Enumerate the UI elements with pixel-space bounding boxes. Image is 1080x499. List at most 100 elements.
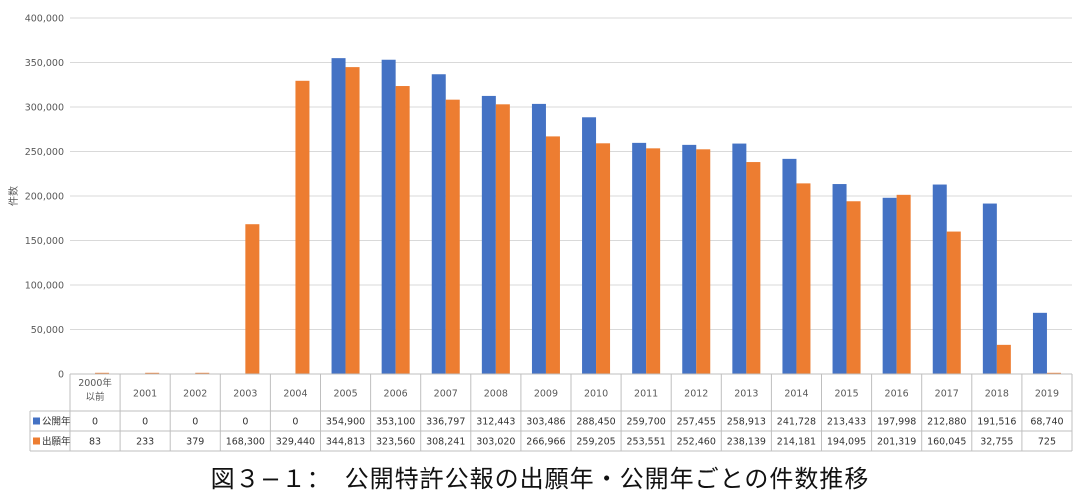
data-table-value: 725 (1038, 437, 1056, 448)
bar-filing (746, 162, 761, 374)
data-table-value: 160,045 (927, 437, 966, 448)
data-table-value: 252,460 (677, 437, 716, 448)
data-table-value: 266,966 (526, 437, 565, 448)
data-table-value: 253,551 (627, 437, 666, 448)
y-tick-label: 150,000 (25, 236, 64, 247)
bar-filing (295, 80, 310, 374)
data-table-value: 83 (89, 437, 101, 448)
bar-publication (882, 197, 897, 374)
x-tick-label: 2019 (1035, 389, 1059, 400)
figure-caption: 図３−１： 公開特許公報の出願年・公開年ごとの件数推移 (210, 465, 870, 493)
x-tick-label: 2018 (985, 389, 1009, 400)
bar-filing (495, 104, 510, 375)
data-table-value: 238,139 (727, 437, 766, 448)
y-tick-label: 250,000 (25, 147, 64, 158)
data-table-value: 191,516 (977, 417, 1016, 428)
y-tick-label: 50,000 (31, 325, 64, 336)
bar-publication (832, 184, 847, 374)
legend-swatch (33, 437, 40, 445)
y-tick-label: 350,000 (25, 58, 64, 69)
x-tick-label: 2008 (484, 389, 508, 400)
data-table-value: 258,913 (727, 417, 766, 428)
data-table-value: 68,740 (1030, 417, 1063, 428)
y-tick-label: 0 (58, 370, 64, 381)
data-table-value: 241,728 (777, 417, 816, 428)
y-tick-label: 400,000 (25, 14, 64, 25)
bar-filing (596, 143, 611, 374)
bar-filing (846, 201, 861, 374)
data-table-value: 168,300 (226, 437, 265, 448)
bar-filing (445, 99, 460, 374)
bar-chart: 0 50,000 100,000 150,000 200,000 250,000 300,0… (7, 14, 1073, 452)
legend-label: 公開年 (42, 416, 71, 428)
data-table-value: 201,319 (877, 437, 916, 448)
bar-filing (696, 149, 711, 374)
bar-filing (95, 372, 110, 374)
x-tick-label: 以前 (86, 391, 105, 403)
data-table-value: 233 (136, 437, 154, 448)
bar-filing (145, 372, 160, 374)
bar-publication (582, 117, 597, 374)
x-tick-label: 2003 (233, 389, 257, 400)
data-table-value: 32,755 (980, 437, 1013, 448)
data-table-value: 0 (92, 417, 98, 428)
bar-publication (481, 95, 496, 375)
data-table-value: 0 (142, 417, 148, 428)
bar-filing (545, 136, 560, 374)
data-table-value: 259,700 (627, 417, 666, 428)
data-table-value: 353,100 (376, 417, 415, 428)
data-table-value: 303,020 (476, 437, 515, 448)
bar-filing (946, 231, 961, 374)
data-table-value: 212,880 (927, 417, 966, 428)
x-tick-label: 2013 (734, 389, 758, 400)
data-table-value: 0 (192, 417, 198, 428)
bar-publication (782, 158, 797, 374)
data-table-value: 336,797 (426, 417, 465, 428)
data-table-value: 0 (292, 417, 298, 428)
y-tick-label: 200,000 (25, 192, 64, 203)
data-table-value: 257,455 (677, 417, 716, 428)
legend-swatch (33, 417, 40, 425)
x-tick-label: 2016 (885, 389, 909, 400)
x-tick-label: 2004 (283, 389, 307, 400)
data-table-value: 0 (242, 417, 248, 428)
data-table-value: 194,095 (827, 437, 866, 448)
data-table-value: 329,440 (276, 437, 315, 448)
x-tick-label: 2005 (333, 389, 357, 400)
bar-publication (1032, 312, 1047, 374)
data-table-value: 288,450 (576, 417, 615, 428)
x-tick-label: 2006 (384, 389, 408, 400)
data-table-value: 312,443 (476, 417, 515, 428)
bar-publication (381, 59, 396, 375)
x-tick-label: 2014 (784, 389, 808, 400)
x-tick-label: 2010 (584, 389, 608, 400)
x-tick-label: 2012 (684, 389, 708, 400)
x-tick-label: 2015 (834, 389, 858, 400)
x-tick-label: 2017 (935, 389, 959, 400)
bar-publication (982, 203, 997, 374)
bar-publication (431, 74, 446, 374)
bar-publication (632, 142, 647, 374)
bar-publication (682, 144, 697, 374)
x-tick-label: 2000年 (78, 377, 112, 389)
data-table-value: 303,486 (526, 417, 565, 428)
data-table-value: 197,998 (877, 417, 916, 428)
bar-filing (646, 148, 661, 374)
bar-publication (732, 143, 747, 374)
bar-filing (395, 86, 410, 374)
data-table-value: 354,900 (326, 417, 365, 428)
x-tick-label: 2007 (434, 389, 458, 400)
data-table-value: 259,205 (576, 437, 615, 448)
bar-publication (932, 184, 947, 374)
y-tick-label: 100,000 (25, 281, 64, 292)
bar-filing (896, 194, 911, 374)
y-tick-label: 300,000 (25, 103, 64, 114)
data-table-value: 214,181 (777, 437, 816, 448)
bar-publication (531, 103, 546, 374)
bar-filing (1046, 372, 1061, 374)
data-table-value: 213,433 (827, 417, 866, 428)
bar-publication (331, 58, 346, 374)
legend-label: 出願年 (42, 436, 71, 448)
bar-filing (796, 183, 811, 374)
data-table-value: 308,241 (426, 437, 465, 448)
